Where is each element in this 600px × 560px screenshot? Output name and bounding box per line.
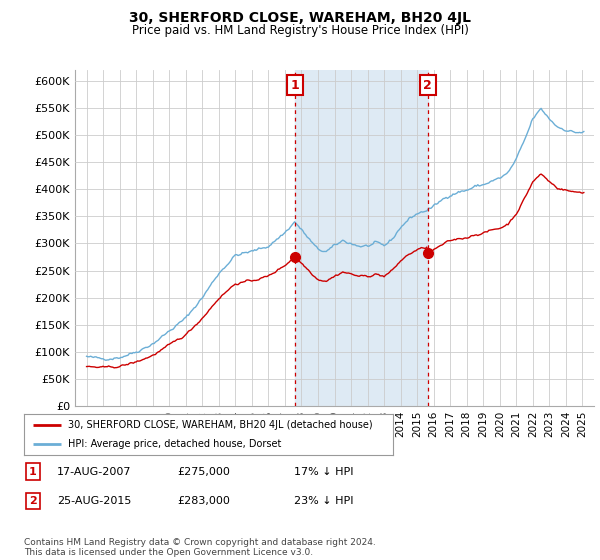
Text: 17% ↓ HPI: 17% ↓ HPI (294, 466, 353, 477)
Text: 30, SHERFORD CLOSE, WAREHAM, BH20 4JL: 30, SHERFORD CLOSE, WAREHAM, BH20 4JL (129, 11, 471, 25)
Text: Contains HM Land Registry data © Crown copyright and database right 2024.
This d: Contains HM Land Registry data © Crown c… (24, 538, 376, 557)
Text: 2: 2 (424, 78, 432, 92)
Text: 1: 1 (291, 78, 300, 92)
Text: HPI: Average price, detached house, Dorset: HPI: Average price, detached house, Dors… (68, 439, 281, 449)
Text: 30, SHERFORD CLOSE, WAREHAM, BH20 4JL (detached house): 30, SHERFORD CLOSE, WAREHAM, BH20 4JL (d… (68, 421, 373, 430)
Text: 2: 2 (29, 496, 37, 506)
Text: 23% ↓ HPI: 23% ↓ HPI (294, 496, 353, 506)
Text: 1: 1 (29, 466, 37, 477)
Text: Price paid vs. HM Land Registry's House Price Index (HPI): Price paid vs. HM Land Registry's House … (131, 24, 469, 36)
Text: 25-AUG-2015: 25-AUG-2015 (57, 496, 131, 506)
Text: £275,000: £275,000 (177, 466, 230, 477)
Text: £283,000: £283,000 (177, 496, 230, 506)
Text: 17-AUG-2007: 17-AUG-2007 (57, 466, 131, 477)
Bar (295, 70, 428, 406)
